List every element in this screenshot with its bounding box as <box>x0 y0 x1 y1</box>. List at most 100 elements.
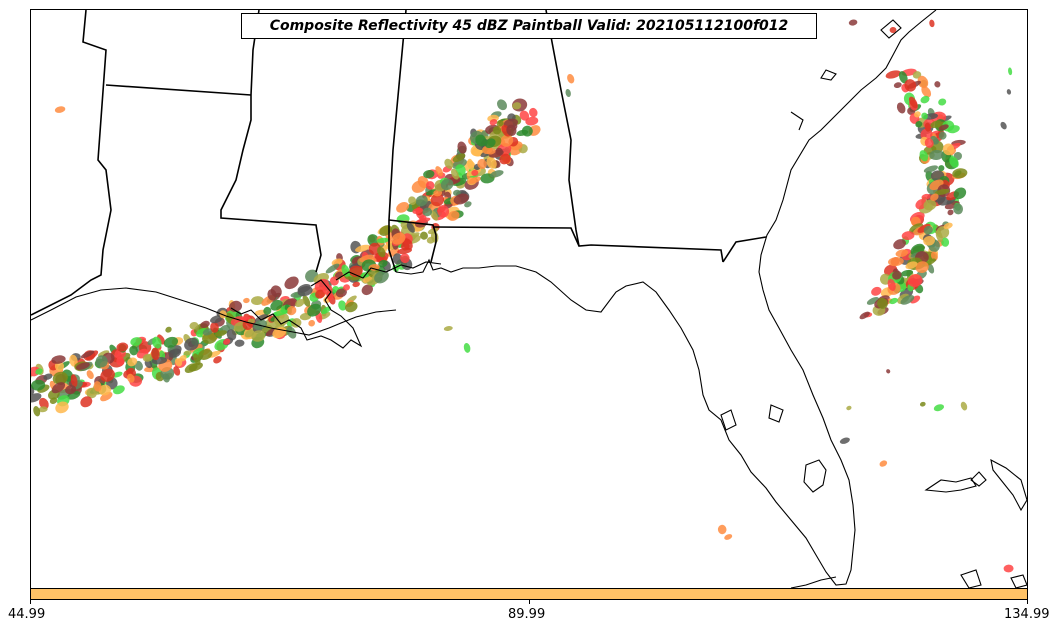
paintball-cell <box>54 106 66 113</box>
coastline <box>230 279 363 349</box>
paintball-cell <box>361 284 373 296</box>
paintball-cell <box>953 187 967 200</box>
paintball-cell <box>189 321 199 330</box>
paintball-cell <box>921 86 932 98</box>
paintball-cell <box>919 401 926 407</box>
coastline <box>880 19 902 39</box>
colorbar-tick <box>30 600 31 604</box>
paintball-cell <box>1006 89 1012 95</box>
paintball-cell <box>321 306 332 315</box>
paintball-cell <box>923 165 938 173</box>
colorbar-tick-label-min: 44.99 <box>8 607 46 622</box>
paintball-cell <box>331 258 343 266</box>
paintball-cell <box>920 95 930 104</box>
paintball-cell <box>453 193 469 205</box>
paintball-cell <box>886 369 891 374</box>
paintball-cell <box>31 408 32 421</box>
paintball-cell <box>406 222 415 233</box>
paintball-cell <box>437 205 450 218</box>
colorbar-tick <box>1027 600 1028 604</box>
paintball-cell <box>85 350 99 361</box>
paintball-cell <box>163 336 179 348</box>
paintball-cell <box>839 437 850 444</box>
paintball-cell <box>917 223 931 233</box>
paintball-cell <box>463 342 471 353</box>
paintball-cell <box>425 189 438 196</box>
paintball-cell <box>210 322 219 333</box>
paintball-cell <box>98 384 111 396</box>
coastline <box>790 576 837 588</box>
paintball-cell <box>889 297 899 305</box>
state-border <box>388 219 437 263</box>
paintball-cell <box>343 284 350 291</box>
coastline <box>790 111 804 131</box>
paintball-cell <box>848 19 858 26</box>
paintball-cell <box>152 336 162 349</box>
paintball-cell <box>214 330 227 337</box>
paintball-cell <box>113 385 125 395</box>
paintball-cell <box>1000 121 1007 130</box>
paintball-cell <box>430 193 445 207</box>
paintball-cell <box>142 353 153 362</box>
paintball-cell <box>495 147 503 156</box>
paintball-cell <box>415 217 431 224</box>
paintball-cell <box>1008 67 1013 76</box>
paintball-cell <box>846 405 852 411</box>
paintball-cell <box>949 156 959 168</box>
bahamas-island <box>1010 574 1027 588</box>
paintball-cell <box>376 237 390 244</box>
paintball-cell <box>335 288 347 298</box>
state-border <box>105 84 252 96</box>
paintball-cell <box>938 131 947 140</box>
paintball-cell <box>251 330 266 342</box>
paintball-cell <box>468 176 481 184</box>
bahamas-island <box>970 471 987 487</box>
paintball-cell <box>941 237 950 247</box>
paintball-cell <box>38 406 48 413</box>
paintball-cell <box>952 168 968 179</box>
paintball-cell <box>930 193 939 201</box>
paintball-cell <box>329 276 339 286</box>
paintball-cell <box>901 231 915 241</box>
paintball-cell <box>927 263 935 274</box>
paintball-cell <box>953 203 964 215</box>
paintball-cell <box>960 401 968 411</box>
paintball-cell <box>297 284 311 293</box>
paintball-cell <box>295 298 305 308</box>
paintball-cell <box>415 195 428 207</box>
paintball-cell <box>565 88 571 98</box>
paintball-cell <box>464 201 472 208</box>
paintball-cell <box>888 257 904 267</box>
paintball-cell <box>69 354 78 367</box>
paintball-cell <box>930 251 938 261</box>
paintball-cell <box>100 368 115 382</box>
bahamas-island <box>990 458 1027 512</box>
paintball-cell <box>915 261 929 273</box>
paintball-cell <box>35 368 43 375</box>
coastline <box>31 287 397 336</box>
paintball-cell <box>893 239 906 250</box>
map-title: Composite Reflectivity 45 dBZ Paintball … <box>241 13 817 39</box>
paintball-cell <box>378 259 388 268</box>
paintball-cell <box>184 363 198 374</box>
paintball-cell <box>866 296 879 305</box>
paintball-cell <box>512 102 522 110</box>
paintball-cell <box>1003 564 1014 573</box>
paintball-cell <box>302 295 311 307</box>
paintball-cell <box>907 274 923 288</box>
paintball-cell <box>253 319 267 330</box>
paintball-cell <box>184 337 199 351</box>
paintball-cell <box>443 326 453 331</box>
paintball-cell <box>95 355 108 368</box>
paintball-cell <box>885 70 901 79</box>
paintball-cell <box>484 138 496 149</box>
paintball-cell <box>168 348 182 358</box>
paintball-cell <box>889 26 897 34</box>
paintball-cell <box>272 309 288 317</box>
colorbar-tick-label-mid: 89.99 <box>508 607 546 622</box>
paintball-cell <box>326 291 334 301</box>
paintball-cell <box>917 75 929 89</box>
paintball-cell <box>226 329 237 341</box>
state-border <box>432 226 724 263</box>
